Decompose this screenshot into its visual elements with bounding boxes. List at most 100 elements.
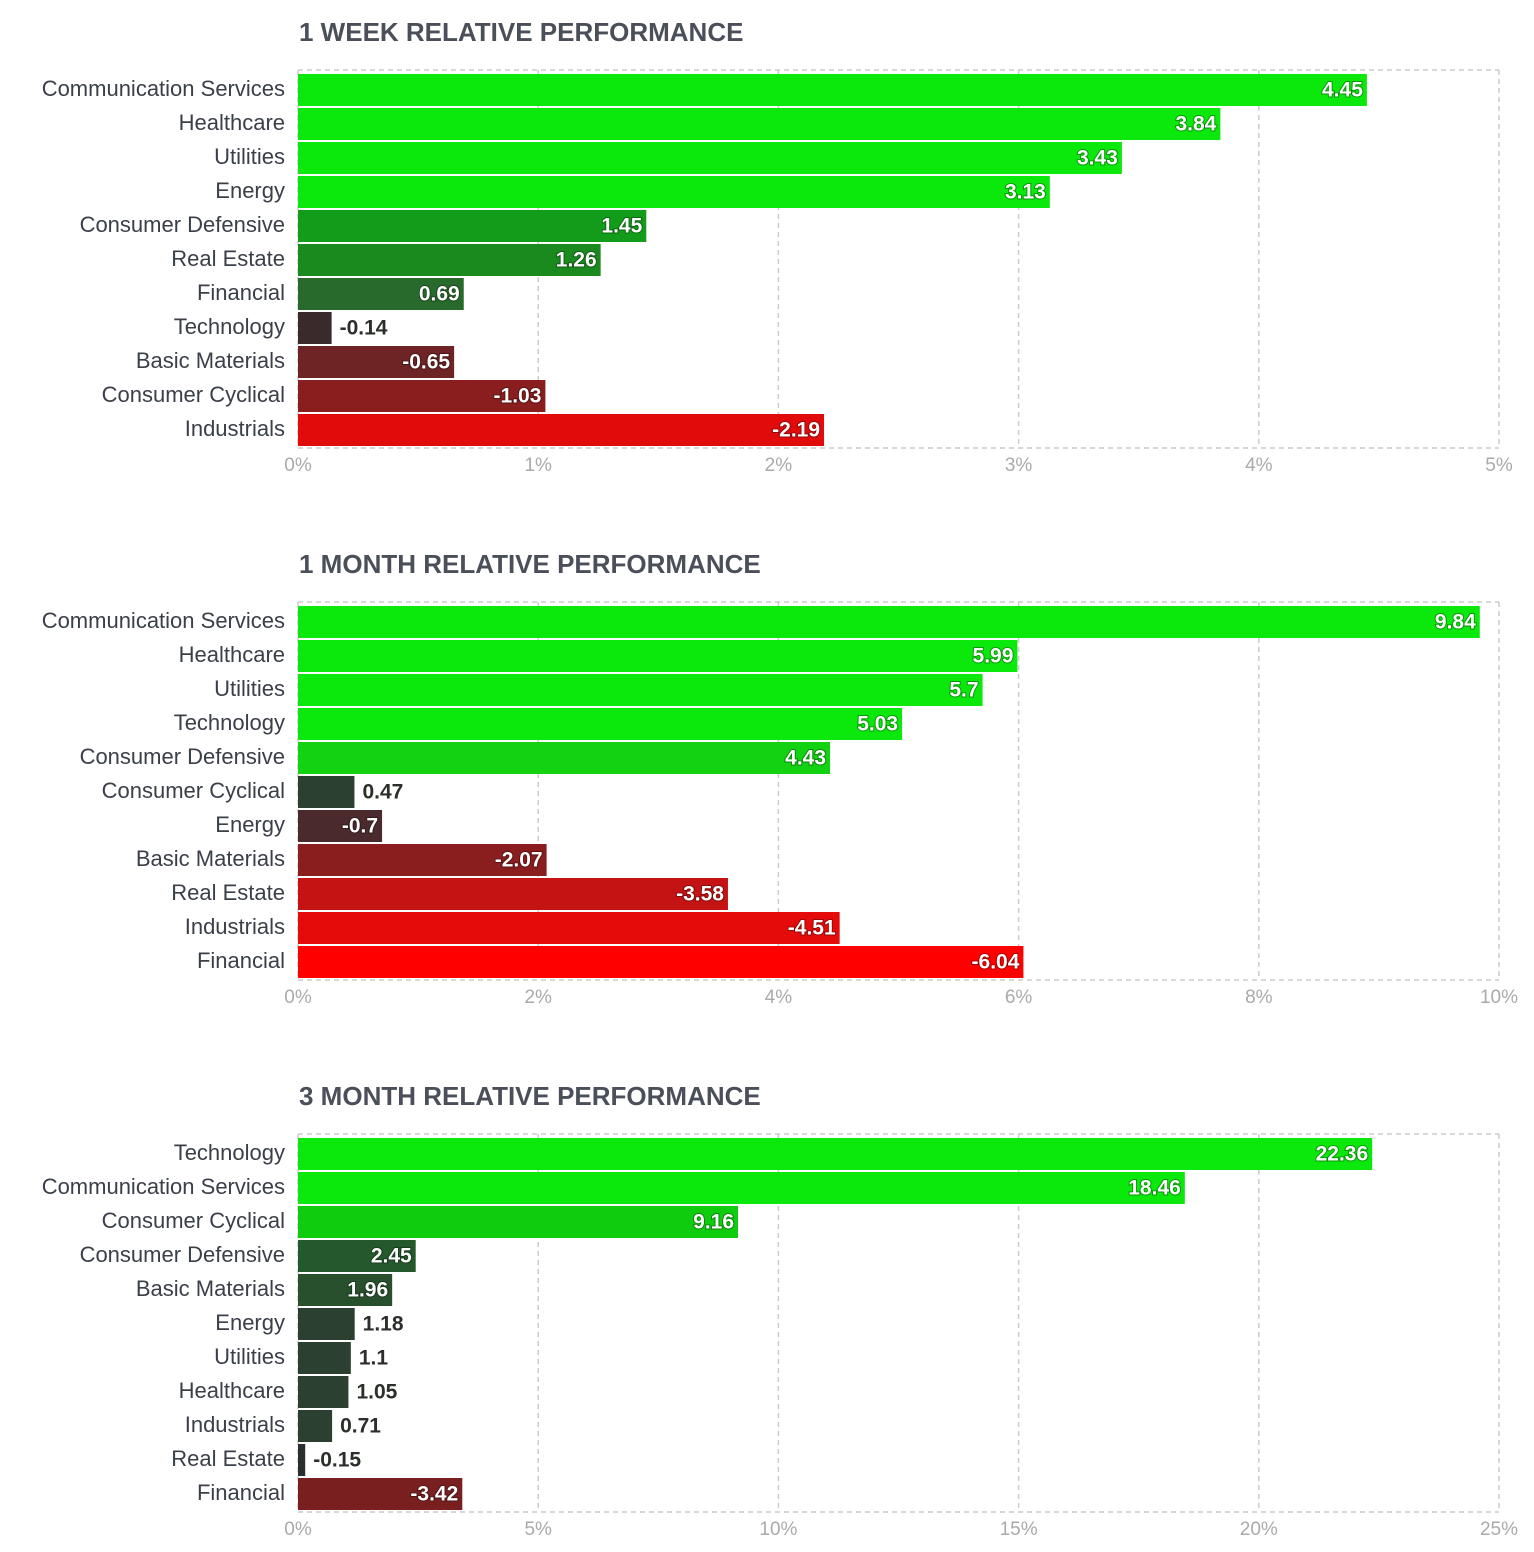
bar <box>298 380 546 412</box>
category-label: Consumer Defensive <box>80 212 285 237</box>
value-label: 9.84 <box>1435 611 1476 634</box>
category-label: Healthcare <box>179 110 285 135</box>
bar <box>298 1172 1185 1204</box>
bar <box>298 810 383 842</box>
bar <box>298 912 840 944</box>
bar <box>298 708 903 740</box>
value-label: 3.43 <box>1077 147 1118 170</box>
category-label: Communication Services <box>42 76 285 101</box>
x-tick-label: 2% <box>765 455 793 476</box>
bar <box>298 1342 351 1374</box>
bar <box>298 312 332 344</box>
bar <box>298 176 1050 208</box>
x-tick-label: 1% <box>524 455 552 476</box>
x-tick-label: 0% <box>284 987 312 1008</box>
category-label: Consumer Defensive <box>80 1242 285 1267</box>
value-label: 1.05 <box>356 1381 397 1404</box>
category-label: Real Estate <box>171 1446 285 1471</box>
bar <box>298 1206 739 1238</box>
chart-title: 1 WEEK RELATIVE PERFORMANCE <box>299 17 743 47</box>
bar <box>298 244 601 276</box>
bar <box>298 1444 306 1476</box>
bar <box>298 1274 393 1306</box>
value-label: -3.58 <box>676 883 724 906</box>
value-label: -1.03 <box>494 385 542 408</box>
category-label: Utilities <box>214 1344 285 1369</box>
value-label: 0.47 <box>362 781 403 804</box>
bar <box>298 674 983 706</box>
value-label: 1.1 <box>359 1347 389 1370</box>
x-tick-label: 5% <box>524 1519 552 1540</box>
bar <box>298 142 1122 174</box>
bar <box>298 278 464 310</box>
category-label: Financial <box>197 948 285 973</box>
value-label: 4.43 <box>785 747 826 770</box>
value-label: 3.13 <box>1005 181 1046 204</box>
category-label: Technology <box>174 314 285 339</box>
chart-title: 1 MONTH RELATIVE PERFORMANCE <box>299 549 761 579</box>
bar <box>298 1376 349 1408</box>
category-label: Industrials <box>185 416 285 441</box>
bar <box>298 1478 463 1510</box>
value-label: 22.36 <box>1316 1143 1369 1166</box>
value-label: -6.04 <box>972 951 1020 974</box>
category-label: Utilities <box>214 144 285 169</box>
bar <box>298 878 728 910</box>
bar <box>298 640 1018 672</box>
category-label: Consumer Cyclical <box>102 382 285 407</box>
category-label: Financial <box>197 280 285 305</box>
category-label: Energy <box>215 1310 285 1335</box>
x-tick-label: 5% <box>1485 455 1513 476</box>
x-tick-label: 10% <box>759 1519 797 1540</box>
bar <box>298 108 1221 140</box>
value-label: -0.14 <box>340 317 388 340</box>
category-label: Industrials <box>185 914 285 939</box>
value-label: -2.07 <box>495 849 543 872</box>
category-label: Utilities <box>214 676 285 701</box>
category-label: Technology <box>174 1140 285 1165</box>
bar <box>298 742 831 774</box>
value-label: -0.15 <box>313 1449 361 1472</box>
x-tick-label: 15% <box>1000 1519 1038 1540</box>
value-label: -0.65 <box>402 351 450 374</box>
category-label: Financial <box>197 1480 285 1505</box>
x-tick-label: 20% <box>1240 1519 1278 1540</box>
value-label: 18.46 <box>1128 1177 1181 1200</box>
value-label: -4.51 <box>788 917 836 940</box>
category-label: Energy <box>215 178 285 203</box>
x-tick-label: 0% <box>284 1519 312 1540</box>
value-label: 0.69 <box>419 283 460 306</box>
value-label: 0.71 <box>340 1415 381 1438</box>
value-label: 9.16 <box>693 1211 734 1234</box>
category-label: Consumer Cyclical <box>102 778 285 803</box>
bar <box>298 1308 355 1340</box>
category-label: Consumer Cyclical <box>102 1208 285 1233</box>
x-tick-label: 25% <box>1480 1519 1518 1540</box>
value-label: 1.18 <box>363 1313 404 1336</box>
x-tick-label: 10% <box>1480 987 1518 1008</box>
bar <box>298 414 825 446</box>
category-label: Basic Materials <box>136 348 285 373</box>
x-tick-label: 8% <box>1245 987 1273 1008</box>
bar <box>298 776 355 808</box>
category-label: Real Estate <box>171 880 285 905</box>
value-label: 1.96 <box>347 1279 388 1302</box>
value-label: 1.26 <box>556 249 597 272</box>
category-label: Industrials <box>185 1412 285 1437</box>
category-label: Healthcare <box>179 642 285 667</box>
category-label: Technology <box>174 710 285 735</box>
x-tick-label: 4% <box>765 987 793 1008</box>
bar <box>298 606 1480 638</box>
value-label: 3.84 <box>1175 113 1216 136</box>
value-label: 1.45 <box>601 215 642 238</box>
bar <box>298 346 455 378</box>
category-label: Energy <box>215 812 285 837</box>
bar <box>298 74 1367 106</box>
bar <box>298 1138 1373 1170</box>
x-tick-label: 2% <box>524 987 552 1008</box>
category-label: Real Estate <box>171 246 285 271</box>
value-label: 5.03 <box>857 713 898 736</box>
bar <box>298 946 1024 978</box>
value-label: 4.45 <box>1322 79 1363 102</box>
